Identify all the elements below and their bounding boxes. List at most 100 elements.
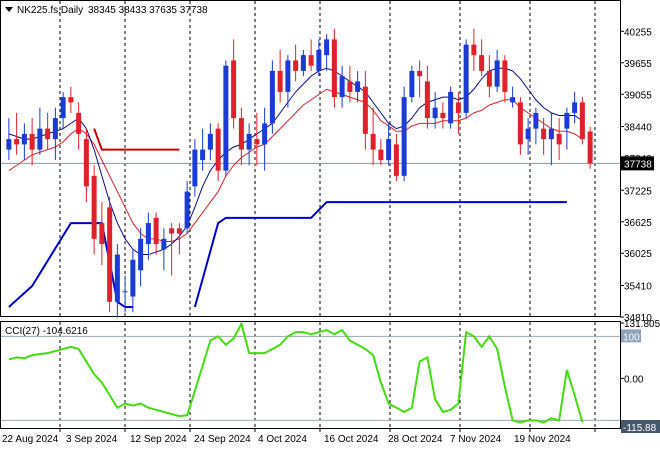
candle-body <box>548 128 554 140</box>
candle-body <box>107 207 113 302</box>
candle-body <box>262 123 268 145</box>
ma-slow-line <box>8 67 583 256</box>
candle-body <box>525 128 531 140</box>
candle-body <box>52 118 58 140</box>
candle-body <box>122 291 128 293</box>
candle-body <box>347 81 353 92</box>
price-tick-label: 39055 <box>624 90 652 101</box>
candle-body <box>463 44 469 113</box>
candle-body <box>231 60 237 119</box>
candle-body <box>494 60 500 87</box>
candle-body <box>355 81 361 92</box>
date-axis: 22 Aug 2024 3 Sep 2024 12 Sep 2024 24 Sep 2… <box>2 428 596 445</box>
candle-body <box>176 228 182 234</box>
candle-body <box>401 97 407 176</box>
price-tick-label: 36625 <box>624 218 652 229</box>
candle-body <box>285 60 291 92</box>
main-panel <box>0 0 621 317</box>
candle-body <box>587 131 593 164</box>
cci-tick-label: 131.805 <box>624 319 660 330</box>
candle-body <box>533 112 539 129</box>
candle-body <box>448 91 454 124</box>
price-tick-label: 36025 <box>624 249 652 260</box>
candle-body <box>370 133 376 150</box>
candle-body <box>91 175 97 239</box>
candle-body <box>277 70 283 92</box>
candle-body <box>572 102 578 113</box>
candle-body <box>60 97 66 119</box>
date-label: 19 Nov 2024 <box>514 434 571 445</box>
date-label: 4 Oct 2024 <box>258 434 307 445</box>
price-tick-label: 34810 <box>624 313 652 324</box>
cci-tick-label: 100 <box>623 332 640 343</box>
candle-body <box>300 55 306 71</box>
candle-body <box>254 139 260 145</box>
candle-body <box>386 139 392 161</box>
candle-body <box>207 133 213 150</box>
candle-body <box>138 238 144 271</box>
candle-body <box>432 107 438 119</box>
cci-tag-box <box>621 329 641 343</box>
cci-series <box>1 321 620 424</box>
candle-body <box>417 70 423 77</box>
candle-body <box>471 44 477 56</box>
current-price-label: 37738 <box>624 159 652 170</box>
cci-tick-label: 0.00 <box>624 374 644 385</box>
candle-body <box>378 149 384 161</box>
symbol-label: NK225.fs,Daily <box>17 5 83 16</box>
date-label: 12 Sep 2024 <box>130 434 187 445</box>
dropdown-triangle-icon[interactable] <box>5 7 13 12</box>
candle-body <box>510 97 516 103</box>
date-label: 7 Nov 2024 <box>450 434 502 445</box>
candle-body <box>83 139 89 187</box>
candle-body <box>269 70 275 124</box>
candle-body <box>130 259 136 297</box>
ma-fast-line <box>8 88 583 242</box>
support-line <box>8 222 133 309</box>
candle-body <box>45 128 51 140</box>
candle-body <box>37 128 43 150</box>
cci-tick-label: -115.88 <box>623 423 657 434</box>
price-tick-label: 35410 <box>624 282 652 293</box>
candle-body <box>76 112 82 134</box>
candle-body <box>486 70 492 87</box>
cci-panel <box>0 321 621 429</box>
candle-body <box>556 133 562 145</box>
candle-body <box>6 139 12 150</box>
candle-body <box>21 133 27 145</box>
candle-body <box>541 128 547 140</box>
candle-body <box>324 39 330 56</box>
candle-body <box>238 118 244 150</box>
candle-body <box>339 76 345 98</box>
candle-body <box>502 60 508 92</box>
candle-body <box>479 55 485 71</box>
candle-body <box>440 112 446 119</box>
candle-body <box>184 191 190 229</box>
cci-label: CCI(27) -104.6216 <box>5 326 88 337</box>
candle-body <box>517 102 523 145</box>
moving-averages <box>8 67 583 256</box>
candle-body <box>424 81 430 119</box>
support-line <box>193 201 567 308</box>
resistance-line <box>93 128 180 151</box>
date-label: 22 Aug 2024 <box>2 434 59 445</box>
candle-body <box>215 128 221 171</box>
candle-body <box>200 149 206 161</box>
candle-body <box>579 102 585 140</box>
candle-body <box>145 223 151 245</box>
candle-body <box>293 60 299 71</box>
candle-body <box>564 112 570 129</box>
candle-body <box>316 49 322 71</box>
date-label: 28 Oct 2024 <box>388 434 443 445</box>
candle-body <box>362 86 368 134</box>
date-label: 16 Oct 2024 <box>324 434 379 445</box>
date-label: 3 Sep 2024 <box>66 434 118 445</box>
candle-body <box>114 254 120 302</box>
cci-line <box>8 321 584 424</box>
date-label: 24 Sep 2024 <box>194 434 251 445</box>
candle-body <box>331 39 337 98</box>
price-tick-label: 40255 <box>624 27 652 38</box>
candle-body <box>393 144 399 176</box>
candle-body <box>455 102 461 113</box>
ohlc-label: 38345 38433 37635 37738 <box>88 5 208 16</box>
